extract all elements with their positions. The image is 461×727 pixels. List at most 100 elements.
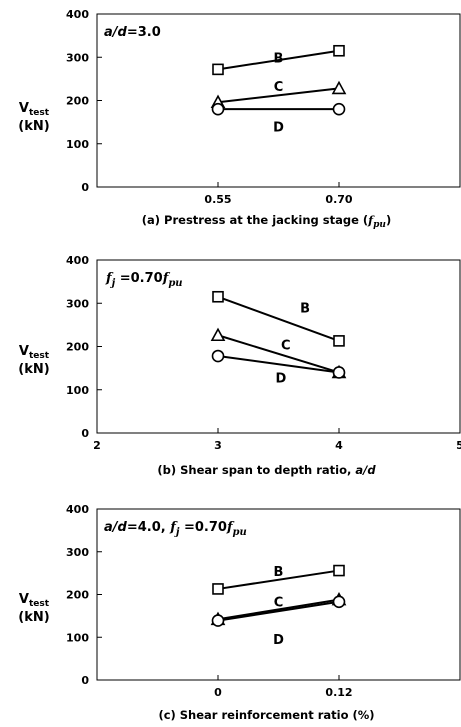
series-line — [217, 295, 340, 342]
series-line — [217, 598, 340, 621]
series-d: D — [211, 595, 346, 648]
annotation-part: f — [105, 271, 114, 286]
panel-caption: (c) Shear reinforcement ratio (%) — [158, 708, 374, 722]
chart-panel-3: 0 100 200 300 400 0 0.12 Vtest(kN) a/d=4.0, fj =… — [18, 503, 461, 722]
panel-annotation: a/d=3.0 — [104, 25, 161, 40]
series-label: C — [274, 595, 284, 610]
data-point-circle — [211, 614, 225, 627]
data-point-square — [333, 44, 345, 57]
y-tick-label: 0 — [81, 427, 89, 440]
data-point-square — [333, 564, 345, 577]
annotation-part: j — [174, 527, 180, 538]
annotation-part: f — [162, 271, 171, 286]
y-tick-label: 200 — [66, 95, 89, 108]
y-axis-unit: (kN) — [18, 362, 49, 377]
y-tick-label: 100 — [66, 138, 89, 151]
y-axis-unit: (kN) — [18, 119, 49, 134]
y-axis-label: Vtest — [19, 101, 50, 118]
annotation-part: f — [226, 520, 235, 535]
caption-end: ) — [386, 213, 391, 227]
series-label: D — [276, 372, 287, 387]
data-point-circle — [332, 366, 346, 379]
x-tick-label: 0.55 — [204, 193, 231, 206]
annotation-part: a/d — [104, 520, 128, 535]
series-label: C — [281, 338, 291, 353]
y-axis-label-sub: test — [29, 108, 50, 118]
x-tick-label: 0.12 — [325, 686, 352, 699]
y-tick-label: 400 — [66, 503, 89, 516]
y-axis-label-sub: test — [29, 599, 50, 609]
series-line — [217, 334, 340, 374]
caption-text: (b) Shear span to depth ratio, — [157, 463, 355, 477]
caption-text: (a) Prestress at the jacking stage ( — [142, 213, 368, 227]
data-point-triangle — [210, 327, 226, 342]
series-b: B — [212, 290, 345, 347]
x-tick-label: 0 — [214, 686, 222, 699]
y-tick-label: 300 — [66, 546, 89, 559]
y-axis-label-sub: test — [29, 351, 50, 361]
x-tick-label: 0.70 — [325, 193, 352, 206]
y-tick-label: 300 — [66, 51, 89, 64]
panel-caption: (b) Shear span to depth ratio, a/d — [157, 463, 376, 477]
y-tick-label: 400 — [66, 8, 89, 21]
data-point-circle — [211, 102, 225, 116]
data-point-circle — [211, 349, 225, 363]
series-c: C — [210, 591, 347, 626]
x-tick-label: 3 — [214, 439, 222, 452]
data-point-circle — [332, 102, 346, 116]
annotation-part: f — [169, 520, 178, 535]
series-line — [217, 49, 340, 71]
data-point-circle — [332, 595, 346, 609]
x-tick-label: 2 — [93, 439, 101, 452]
y-axis-label-main: V — [19, 101, 29, 116]
panel-annotation: a/d=4.0, fj =0.70fpu — [104, 520, 247, 538]
data-point-square — [212, 583, 224, 595]
annotation-part: a/d — [104, 25, 128, 40]
series-b: B — [212, 564, 345, 595]
y-tick-label: 0 — [81, 674, 89, 687]
caption-math-f: f — [367, 213, 375, 227]
annotation-part: =0.70 — [179, 520, 227, 535]
series-line — [217, 87, 340, 104]
annotation-part: j — [110, 278, 116, 289]
y-tick-label: 400 — [66, 254, 89, 267]
x-tick-label: 5 — [456, 439, 461, 452]
series-label: B — [300, 302, 310, 317]
caption-italic: a/d — [355, 463, 376, 477]
series-label: B — [274, 51, 284, 66]
data-point-square — [212, 290, 224, 303]
y-tick-label: 200 — [66, 589, 89, 602]
y-axis-unit: (kN) — [18, 610, 49, 625]
series-line — [217, 600, 340, 622]
chart-panel-1: 0 100 200 300 400 0.55 0.70 Vtest(kN) a/d=3.0 (a)… — [18, 8, 461, 230]
series-label: D — [273, 120, 284, 135]
y-tick-label: 200 — [66, 341, 89, 354]
y-axis-label-main: V — [19, 592, 29, 607]
y-tick-label: 100 — [66, 631, 89, 644]
caption-text: (c) Shear reinforcement ratio (%) — [158, 708, 374, 722]
panel-annotation: fj =0.70fpu — [105, 271, 183, 289]
y-tick-label: 0 — [81, 181, 89, 194]
series-c: C — [210, 80, 347, 109]
series-label: D — [273, 633, 284, 648]
series-label: B — [274, 565, 284, 580]
series-b: B — [212, 44, 345, 76]
x-tick-label: 4 — [335, 439, 343, 452]
y-axis-label-main: V — [19, 344, 29, 359]
y-tick-label: 300 — [66, 297, 89, 310]
y-axis-label: Vtest — [19, 592, 50, 609]
data-point-triangle — [331, 80, 347, 95]
series-label: C — [274, 80, 284, 95]
series-d: D — [211, 349, 346, 387]
annotation-part: =0.70 — [115, 271, 163, 286]
data-point-square — [212, 63, 224, 76]
data-point-square — [333, 335, 345, 347]
series-line — [217, 355, 340, 374]
series-d: D — [211, 102, 346, 135]
annotation-part: pu — [233, 527, 247, 538]
caption-math-sub: pu — [373, 220, 386, 230]
panel-caption: (a) Prestress at the jacking stage (fpu) — [142, 213, 391, 230]
y-axis-label: Vtest — [19, 344, 50, 361]
